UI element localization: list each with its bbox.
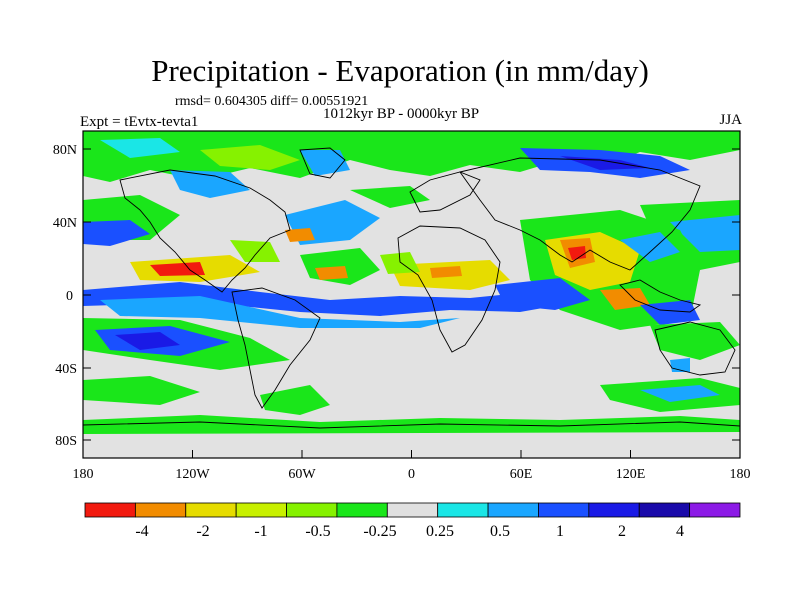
colorbar-swatch-9 [487,502,539,518]
field-epac-green [230,240,280,262]
field-sahel-green [380,252,420,274]
period-label: 1012kyr BP - 0000kyr BP [323,106,480,122]
colorbar-label-6: 0.25 [426,523,454,540]
colorbar-label-3: -1 [254,523,267,540]
colorbar-swatch-1 [84,502,136,518]
longitude-ticks [82,450,741,458]
colorbar-swatch-5 [286,502,338,518]
colorbar-swatch-12 [638,502,691,518]
lat-label-80n: 80N [53,143,77,158]
field-npac-blue [83,220,150,246]
field-sahel-orange [430,266,462,278]
field-so-blue [640,385,720,402]
coast-asia [459,157,701,271]
field-tibet-blue [620,232,680,262]
coast-antarctica [83,421,740,429]
colorbar-swatch-8 [437,502,489,518]
coast-africa [397,225,501,353]
colorbar-swatch-2 [134,502,187,518]
field-so-green [83,376,200,405]
field-aus-green [650,322,740,360]
field-asia-blue [495,278,590,310]
colorbar-swatch-7 [386,502,439,518]
colorbar-label-10: 4 [676,523,684,540]
colorbar-swatch-10 [538,502,590,518]
coast-greenland [299,147,346,179]
season-label: JJA [719,112,742,128]
field-itcz-cyan [100,296,460,328]
colorbar-label-2: -2 [196,523,209,540]
colorbar-swatch-3 [185,502,237,518]
field-nw-pac-blue [670,215,740,252]
latitude-ticks [83,148,740,441]
lat-label-40s: 40S [55,362,77,377]
colorbar-boxes [84,502,741,518]
colorbar: -4 -2 -1 -0.5 -0.25 0.25 0.5 1 2 4 [84,502,741,540]
coast-europe [409,171,481,213]
coast-australia [654,321,736,376]
field-canada-mix [170,170,250,198]
field-arctic-lime [200,145,300,170]
precip-evap-field [83,131,740,458]
rmsd-diff-stats: rmsd= 0.604305 diff= 0.00551921 [175,94,369,109]
colorbar-swatch-11 [588,502,640,518]
lon-label-120w: 120W [175,467,210,482]
colorbar-label-1: -4 [135,523,148,540]
colorbar-label-5: -0.25 [363,523,396,540]
field-natl-orange [285,228,315,242]
field-spac-darkblue [115,332,180,350]
field-maritime-blue [640,300,700,325]
lat-label-0: 0 [66,289,73,304]
coast-southeast-asia [619,279,702,313]
lon-label-180w: 180 [73,467,94,482]
field-sam-orange [315,266,348,280]
lat-label-80s: 80S [55,434,77,449]
field-itcz-blue [83,282,560,316]
field-sa-green [260,385,330,415]
experiment-label: Expt = tEvtx-tevta1 [80,114,199,130]
coast-north-america [119,169,291,293]
lon-label-180e: 180 [730,467,751,482]
colorbar-swatch-6 [336,502,388,518]
lon-label-120e: 120E [616,467,646,482]
colorbar-swatch-13 [689,502,741,518]
lat-label-40n: 40N [53,216,77,231]
chart-title: Precipitation - Evaporation (in mm/day) [151,53,649,88]
colorbar-label-9: 2 [618,523,626,540]
colorbar-label-7: 0.5 [490,523,510,540]
lon-label-0: 0 [408,467,415,482]
colorbar-swatch-4 [235,502,287,518]
coastlines [83,147,740,429]
lon-label-60e: 60E [510,467,533,482]
field-maritime-orange [600,288,650,310]
field-asia-red [568,246,586,260]
lon-label-60w: 60W [288,467,316,482]
coast-south-america [231,287,321,409]
colorbar-label-4: -0.5 [305,523,330,540]
field-arctic-green [83,131,740,182]
colorbar-label-8: 1 [556,523,564,540]
field-epac-red [150,262,205,276]
field-arctic-cyan [100,138,180,158]
